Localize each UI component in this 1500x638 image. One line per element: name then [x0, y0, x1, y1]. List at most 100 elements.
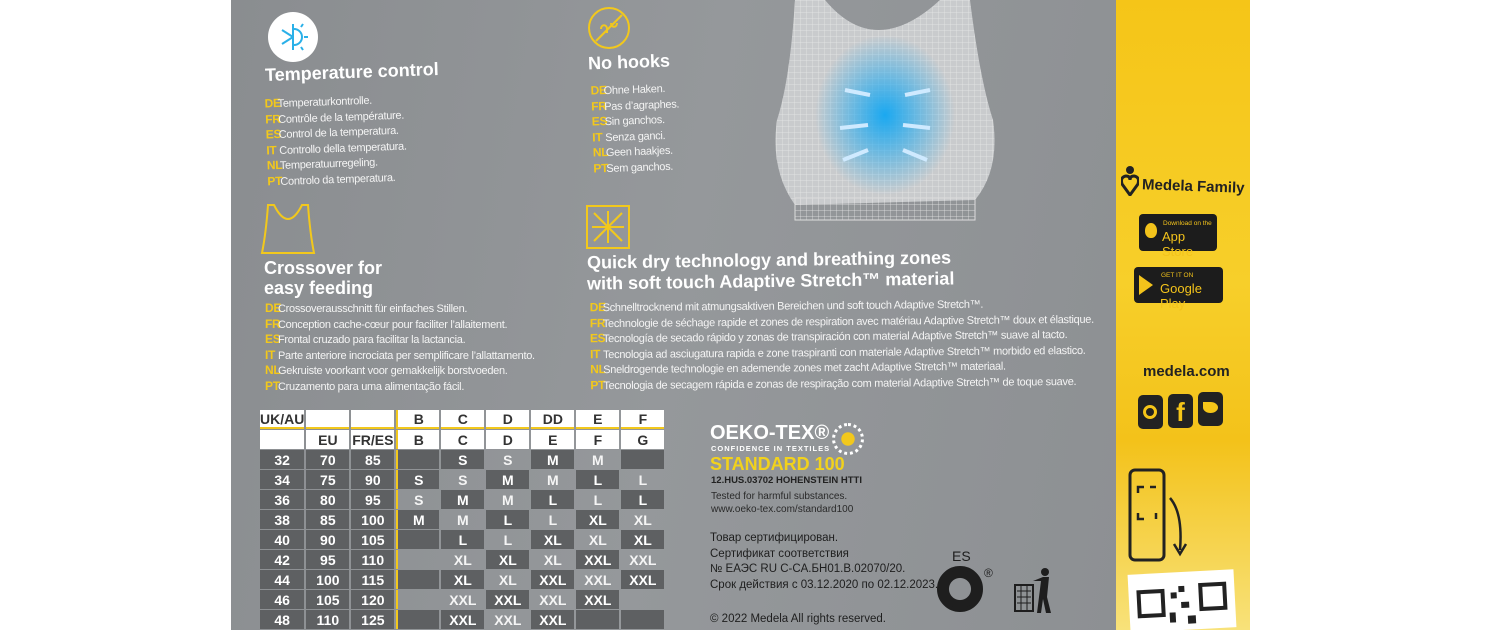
table-cell: XXL [584, 571, 612, 588]
table-row: 40 90 105 L L XL XL XL [260, 530, 665, 549]
language-code: IT [592, 129, 603, 145]
twitter-icon[interactable] [1198, 392, 1223, 426]
feature-translations: DESchnelltrocknend mit atmungsaktiven Be… [590, 296, 1095, 393]
table-cell: G [621, 430, 665, 449]
medela-family-logo-icon [1120, 166, 1140, 198]
language-code: ES [265, 332, 281, 346]
translation-line: PTSem ganchos. [593, 158, 681, 177]
phone-scan-icon [1128, 468, 1193, 568]
table-cell: XL [531, 530, 575, 549]
table-cell: 100 [306, 570, 350, 589]
translation-text: Sneldrogende technologie en ademende zon… [603, 360, 1006, 377]
table-cell: XL [486, 550, 530, 569]
table-cell: 44 [260, 570, 305, 589]
translation-text: Sin ganchos. [604, 113, 665, 129]
table-cell: M [502, 491, 514, 508]
language-code: ES [589, 331, 606, 346]
table-cell: 85 [351, 450, 395, 469]
language-code: DE [589, 300, 606, 315]
table-cell: XL [543, 551, 562, 568]
table-cell: 34 [260, 470, 305, 489]
google-play-badge[interactable]: GET IT ON Google Play [1134, 267, 1223, 311]
translation-text: Tecnologia de secagem rápida e zonas de … [603, 375, 1077, 392]
table-cell: M [547, 471, 559, 488]
translation-text: Controlo da temperatura. [280, 171, 396, 188]
table-cell [621, 590, 664, 609]
oekotex-flower-icon [832, 423, 864, 455]
table-cell [621, 610, 665, 629]
oekotex-standard: STANDARD 100 [710, 454, 845, 474]
table-cell: 105 [306, 590, 350, 609]
translation-line: PTCruzamento para uma alimentação fácil. [265, 379, 535, 395]
language-code: NL [590, 362, 606, 377]
table-cell: XXL [629, 551, 657, 568]
no-hooks-icon [588, 7, 630, 49]
language-code: FR [264, 111, 281, 126]
table-cell: E [531, 430, 575, 449]
table-cell: XL [633, 511, 652, 528]
table-cell: DD [531, 410, 575, 429]
language-code: NL [266, 157, 283, 173]
table-cell: D [486, 410, 530, 429]
crossover-bra-icon [260, 203, 316, 260]
russian-line: № ЕАЭС RU C-CA.БH01.B.02070/20. [710, 563, 906, 575]
table-cell: 42 [260, 550, 305, 569]
table-cell: E [576, 410, 620, 429]
app-store-badge[interactable]: Download on the App Store [1139, 214, 1217, 259]
table-cell: 85 [306, 510, 350, 529]
play-icon [1139, 275, 1153, 295]
russian-line: Сертификат соответствия [710, 547, 849, 560]
oekotex-tagline: CONFIDENCE IN TEXTILES [711, 444, 831, 453]
table-cell: XXL [531, 570, 575, 589]
quick-dry-icon [586, 205, 630, 249]
feature-translations: DEOhne Haken. FRPas d’agraphes. ESSin ganc… [590, 80, 681, 176]
table-cell: 90 [351, 470, 395, 489]
feature-translations: DETemperaturkontrolle. FRContrôle de la t… [264, 92, 408, 190]
table-cell [396, 530, 440, 549]
table-cell: XL [498, 571, 517, 588]
feature-title-line2: easy feeding [264, 278, 374, 298]
translation-text: Cruzamento para uma alimentação fácil. [278, 380, 465, 393]
table-row: 42 95 110 XL XL XL XXL XXL [260, 550, 664, 569]
google-play-big: Google Play [1160, 281, 1202, 311]
table-cell: M [457, 511, 469, 528]
oekotex-tested: Tested for harmful substances. [711, 491, 848, 502]
table-row: 48 110 125 XXL XXL XXL [260, 610, 665, 629]
table-cell: M [486, 470, 530, 489]
table-cell: L [503, 531, 513, 548]
table-row: 44 100 115 XL XL XXL XXL XXL [260, 570, 665, 589]
facebook-icon[interactable]: f [1168, 394, 1193, 428]
table-cell: XL [441, 570, 485, 589]
translation-text: Schnelltrocknend mit atmungsaktiven Bere… [602, 298, 984, 315]
tidyman-bin-icon [1013, 567, 1053, 620]
google-play-small: GET IT ON [1161, 272, 1194, 279]
table-cell: L [548, 511, 558, 528]
translation-line: FRConception cache-cœur pour faciliter l… [265, 317, 535, 333]
table-cell: L [576, 470, 620, 489]
table-cell: D [486, 430, 530, 449]
website-link[interactable]: medela.com [1143, 363, 1230, 380]
language-code: DE [264, 95, 281, 111]
table-cell: XL [576, 510, 620, 529]
table-row: 36 80 95 S M M L L L [260, 490, 665, 509]
table-cell: 95 [351, 490, 395, 509]
table-cell: XXL [441, 610, 485, 629]
copyright: © 2022 Medela All rights reserved. [710, 613, 886, 625]
instagram-icon[interactable] [1138, 395, 1163, 429]
table-cell: M [396, 510, 440, 529]
language-code: PT [590, 377, 606, 392]
table-cell: S [503, 451, 513, 468]
oekotex-cert: 12.HUS.03702 HOHENSTEIN HTTI [711, 475, 862, 486]
table-cell [396, 590, 439, 609]
table-cell: F [621, 410, 665, 429]
table-cell: 90 [306, 530, 350, 549]
russian-line: Товар сертифицирован. [710, 532, 839, 544]
table-cell [621, 450, 665, 469]
feature-title: No hooks [587, 50, 671, 74]
table-row: 38 85 100 M M L L XL XL [260, 510, 664, 529]
table-cell [351, 410, 395, 429]
table-cell: XXL [621, 570, 665, 589]
qr-code[interactable] [1127, 569, 1237, 633]
table-cell: XXL [576, 550, 620, 569]
translation-text: Crossoverausschnitt für einfaches Stille… [278, 303, 468, 315]
